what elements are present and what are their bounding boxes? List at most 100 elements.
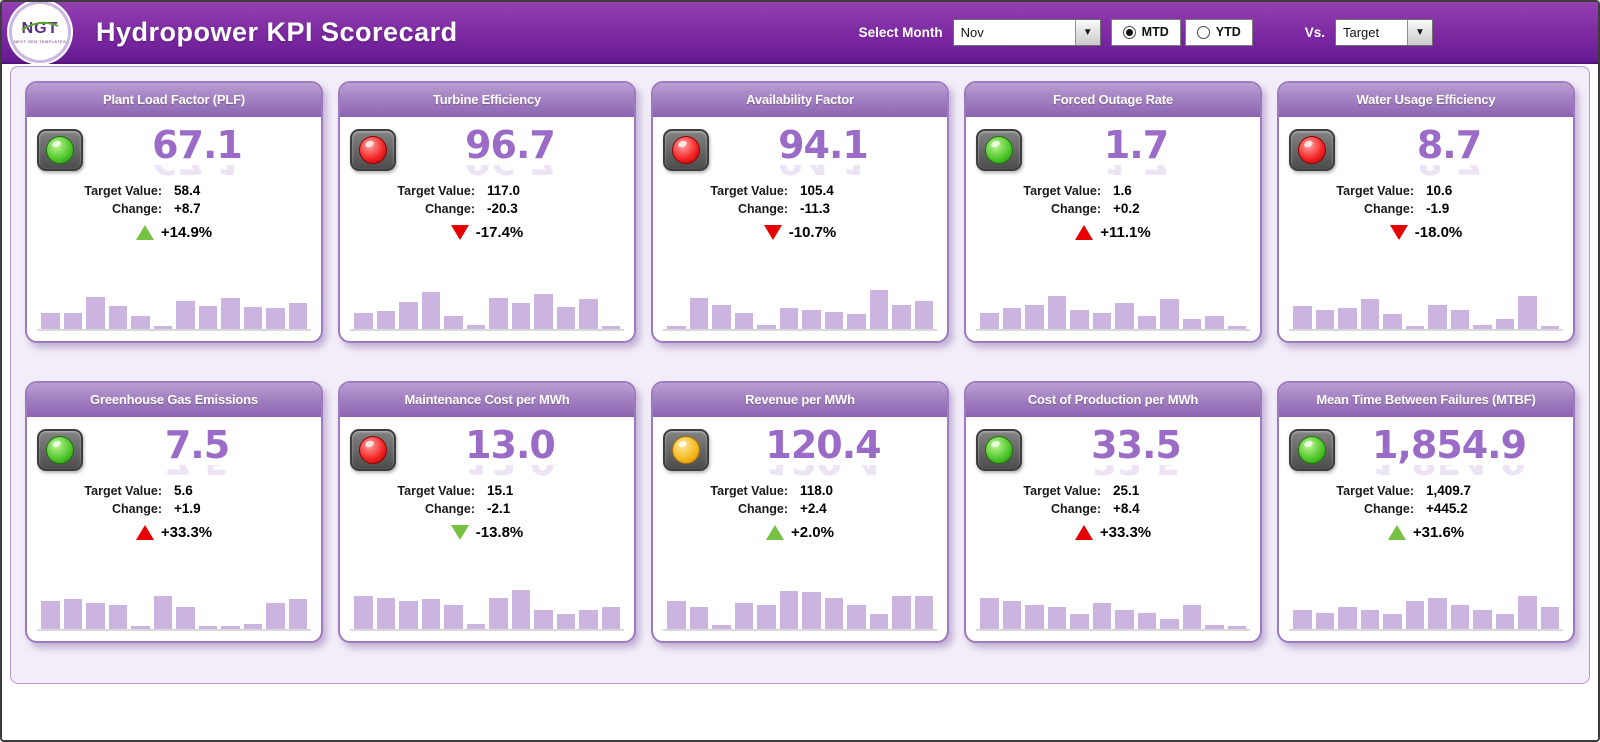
sparkline-bar: [712, 304, 731, 329]
change-row: Change: -11.3: [663, 201, 937, 216]
sparkline-bar: [266, 603, 285, 629]
sparkline-bar: [288, 599, 307, 629]
sparkline-bar: [1383, 613, 1402, 629]
mtd-label: MTD: [1141, 25, 1169, 39]
change-value: +8.4: [1113, 501, 1140, 516]
kpi-card: Greenhouse Gas Emissions 7.5 7.5 Target …: [25, 381, 323, 643]
sparkline-bar: [131, 315, 150, 329]
change-label: Change:: [112, 202, 162, 216]
target-label: Target Value:: [84, 184, 162, 198]
ytd-radio-icon[interactable]: [1196, 25, 1210, 39]
status-light-green: [37, 429, 83, 471]
target-label: Target Value:: [1336, 484, 1414, 498]
status-light-red: [663, 129, 709, 171]
trend-arrow-down-icon: [1389, 224, 1408, 240]
sparkline-bar: [1473, 324, 1492, 329]
sparkline-bar: [1383, 313, 1402, 329]
change-value: -1.9: [1426, 201, 1450, 216]
kpi-card-body: 96.7 96.7 Target Value: 117.0 Change: -2…: [340, 117, 634, 341]
sparkline-bar: [1047, 607, 1066, 629]
sparkline-bar: [511, 303, 530, 329]
sparkline-bar: [734, 312, 753, 329]
sparkline-chart: [350, 575, 624, 631]
sparkline-bar: [1115, 303, 1134, 329]
sparkline-bar: [601, 607, 620, 629]
kpi-value-reflection: 7.5: [83, 465, 311, 480]
sparkline-bar: [534, 610, 553, 629]
kpi-value-text: 7.5: [164, 423, 230, 467]
change-label: Change:: [1051, 202, 1101, 216]
sparkline-bar: [1360, 299, 1379, 329]
sparkline-bar: [399, 600, 418, 629]
kpi-cards-row-1: Plant Load Factor (PLF) 67.1 67.1 Target…: [11, 81, 1589, 343]
sparkline-bar: [1315, 612, 1334, 629]
sparkline-bar: [354, 312, 373, 329]
kpi-value-text: 1,854.9: [1371, 423, 1527, 467]
trend-row: +14.9%: [37, 221, 311, 243]
sparkline-chart: [976, 575, 1250, 631]
sparkline-bar: [511, 590, 530, 629]
ytd-radio-option[interactable]: YTD: [1184, 18, 1253, 46]
change-label: Change:: [1364, 202, 1414, 216]
sparkline-bar: [556, 613, 575, 629]
status-bulb-icon: [672, 436, 700, 464]
kpi-card-body: 7.5 7.5 Target Value: 5.6 Change: +1.9 +…: [27, 417, 321, 641]
kpi-value-text: 8.7: [1416, 123, 1482, 167]
sparkline-bar: [288, 303, 307, 329]
target-row: Target Value: 25.1: [976, 483, 1250, 498]
kpi-card-title: Forced Outage Rate: [966, 83, 1260, 117]
kpi-card: Maintenance Cost per MWh 13.0 13.0 Targe…: [338, 381, 636, 643]
trend-arrow-up-icon: [766, 524, 785, 540]
status-bulb-icon: [1298, 436, 1326, 464]
sparkline-bar: [601, 326, 620, 329]
sparkline-bar: [824, 597, 843, 629]
sparkline-bar: [176, 300, 195, 329]
sparkline-bar: [86, 603, 105, 629]
sparkline-bar: [1092, 603, 1111, 629]
sparkline-bar: [757, 604, 776, 629]
target-label: Target Value:: [710, 484, 788, 498]
change-value: +8.7: [174, 201, 201, 216]
status-light-red: [1289, 129, 1335, 171]
change-label: Change:: [1051, 502, 1101, 516]
target-row: Target Value: 5.6: [37, 483, 311, 498]
target-label: Target Value:: [397, 184, 475, 198]
vs-select[interactable]: Target ▼: [1335, 18, 1433, 46]
sparkline-bar: [1070, 613, 1089, 629]
sparkline-bar: [131, 626, 150, 629]
target-row: Target Value: 1.6: [976, 183, 1250, 198]
sparkline-bar: [1025, 304, 1044, 329]
kpi-value-reflection: 33.5: [1022, 465, 1250, 480]
status-bulb-icon: [359, 136, 387, 164]
target-label: Target Value:: [710, 184, 788, 198]
sparkline-bar: [802, 592, 821, 629]
sparkline-bar: [1160, 619, 1179, 629]
status-bulb-icon: [46, 136, 74, 164]
trend-arrow-up-icon: [135, 224, 154, 240]
trend-row: +11.1%: [976, 221, 1250, 243]
sparkline-bar: [1495, 613, 1514, 629]
status-bulb-icon: [672, 136, 700, 164]
change-value: +445.2: [1426, 501, 1468, 516]
sparkline-chart: [976, 275, 1250, 331]
kpi-value-reflection: 96.7: [396, 165, 624, 180]
trend-percent: -18.0%: [1414, 223, 1463, 241]
sparkline-bar: [86, 296, 105, 329]
trend-percent: +31.6%: [1412, 523, 1465, 541]
target-row: Target Value: 118.0: [663, 483, 937, 498]
kpi-card-title: Plant Load Factor (PLF): [27, 83, 321, 117]
month-select-value: Nov: [960, 24, 984, 40]
sparkline-bar: [779, 591, 798, 629]
month-dropdown-button[interactable]: ▼: [1074, 19, 1100, 45]
mtd-radio-option[interactable]: MTD: [1110, 18, 1181, 46]
kpi-value-text: 1.7: [1103, 123, 1169, 167]
sparkline-bar: [198, 306, 217, 329]
trend-arrow-up-icon: [1074, 524, 1093, 540]
vs-dropdown-button[interactable]: ▼: [1407, 19, 1432, 45]
sparkline-bar: [266, 308, 285, 329]
sparkline-bar: [153, 326, 172, 329]
mtd-radio-icon[interactable]: [1122, 25, 1136, 39]
change-value: -11.3: [800, 201, 831, 216]
sparkline-bar: [1182, 319, 1201, 329]
month-select[interactable]: Nov ▼: [952, 18, 1101, 46]
